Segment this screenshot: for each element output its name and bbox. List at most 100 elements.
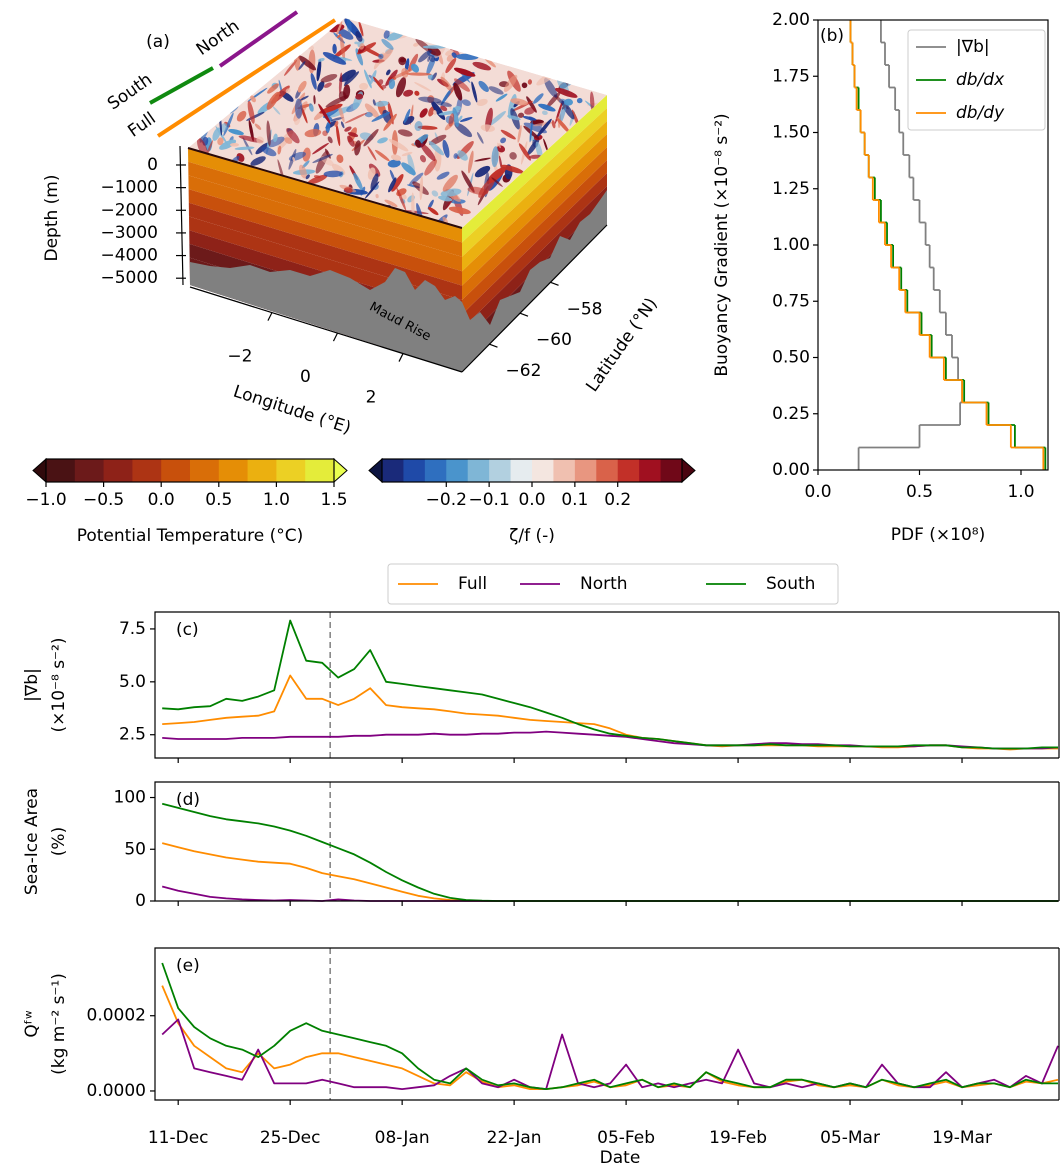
- vortex-patch: [391, 68, 414, 80]
- bathymetry-front: [190, 262, 462, 372]
- vortex-patch: [544, 77, 558, 98]
- colorbar-label: Potential Temperature (°C): [77, 526, 304, 546]
- y-tick: [519, 312, 529, 317]
- y-tick-label: 2.5: [119, 725, 146, 745]
- vortex-patch: [370, 173, 379, 191]
- vortex-patch: [476, 98, 488, 106]
- vortex-patch: [355, 31, 363, 42]
- vortex-patch: [458, 115, 463, 121]
- vortex-patch: [461, 99, 471, 106]
- x-tick-label: 0: [300, 367, 311, 387]
- vortex-patch: [474, 157, 491, 162]
- vortex-patch: [436, 101, 452, 107]
- y-tick-label: 5.0: [119, 672, 146, 692]
- vortex-patch: [360, 45, 384, 58]
- colorbar-tick-label: 0.5: [205, 490, 232, 510]
- vortex-patch: [543, 138, 549, 153]
- vortex-patch: [344, 74, 350, 85]
- legend-label: db/dy: [956, 103, 1005, 123]
- vortex-patch: [338, 72, 343, 95]
- vortex-patch: [286, 128, 300, 144]
- x-tick-label: 19-Mar: [932, 1128, 992, 1148]
- vortex-patch: [496, 145, 506, 153]
- vortex-patch: [288, 148, 297, 170]
- vortex-patch: [555, 87, 578, 98]
- vortex-patch: [440, 76, 454, 93]
- x-tick: [267, 312, 273, 321]
- vortex-patch: [298, 61, 306, 70]
- x-tick-label: 08-Jan: [375, 1128, 430, 1148]
- vortex-patch: [403, 210, 429, 215]
- vortex-patch: [487, 111, 506, 127]
- colorbar-block: [305, 459, 335, 482]
- colorbar-block: [489, 459, 512, 482]
- y-axis-label: Sea-Ice Area: [22, 788, 42, 895]
- colorbar-block: [46, 459, 76, 482]
- vortex-patch: [234, 146, 255, 151]
- vortex-patch: [272, 106, 281, 115]
- vortex-patch: [304, 129, 322, 138]
- vortex-patch: [408, 53, 419, 72]
- vortex-patch: [354, 41, 359, 45]
- vortex-patch: [459, 117, 473, 122]
- vortex-patch: [542, 110, 548, 116]
- depth-axis: [179, 145, 184, 286]
- vortex-patch: [457, 150, 468, 161]
- vortex-patch: [402, 115, 415, 126]
- y-tick-label: −62: [506, 361, 542, 381]
- vortex-patch: [261, 146, 277, 157]
- vortex-patch: [500, 137, 507, 144]
- z-tick-label: −1000: [100, 178, 158, 198]
- vortex-patch: [347, 132, 359, 138]
- vortex-patch: [507, 115, 521, 121]
- sea-surface: [188, 18, 607, 228]
- vortex-patch: [413, 42, 420, 47]
- time-series-panel: 0 50 100 Sea-Ice Area (%) (d): [22, 781, 1060, 911]
- vortex-patch: [335, 21, 343, 38]
- vortex-patch: [323, 170, 343, 178]
- vortex-patch: [386, 69, 391, 76]
- vortex-patch: [391, 174, 404, 192]
- vortex-patch: [589, 91, 595, 112]
- z-tick-label: −2000: [100, 200, 158, 220]
- vortex-patch: [335, 124, 341, 146]
- colorbar-tick-label: 0.1: [561, 490, 588, 510]
- vortex-patch: [383, 30, 390, 39]
- x-axis: [189, 286, 463, 373]
- vortex-patch: [305, 174, 310, 180]
- vortex-patch: [219, 139, 237, 150]
- vortex-patch: [318, 103, 331, 124]
- time-series-panel: 11-Dec 25-Dec 08-Jan 22-Jan 05-Feb 19-Feb 05-M…: [22, 947, 1060, 1168]
- vortex-patch: [327, 136, 333, 144]
- vortex-patch: [478, 80, 489, 92]
- vortex-patch: [312, 153, 333, 164]
- vortex-patch: [353, 172, 363, 191]
- panel-label: (b): [820, 26, 844, 46]
- vortex-patch: [364, 69, 372, 89]
- vortex-patch: [471, 81, 478, 103]
- vortex-patch: [454, 78, 470, 92]
- lines: [161, 948, 1059, 1100]
- vortex-patch: [555, 117, 571, 134]
- vortex-patch: [346, 18, 352, 33]
- x-tick-label: 2: [366, 388, 377, 408]
- vortex-patch: [491, 146, 499, 168]
- colorbar-block: [639, 459, 662, 482]
- vortex-patch: [419, 175, 424, 201]
- vortex-patch: [538, 103, 556, 112]
- vortex-patch: [551, 120, 556, 129]
- vortex-patch: [517, 124, 522, 143]
- legend-box: [387, 563, 839, 605]
- x-axis-label: PDF (×10⁸): [891, 525, 985, 545]
- right-face-band: [462, 121, 607, 272]
- series-line: [161, 962, 1058, 1090]
- y-axis-label: (kg m⁻² s⁻¹): [49, 973, 69, 1075]
- y-axis: [461, 224, 608, 373]
- vortex-patch: [480, 124, 495, 132]
- vortex-patch: [388, 177, 397, 193]
- colorbar-block: [161, 459, 191, 482]
- region-label: Full: [124, 108, 159, 141]
- vortex-patch: [367, 146, 377, 161]
- vortex-patch: [367, 167, 376, 180]
- vortex-patch: [401, 162, 416, 176]
